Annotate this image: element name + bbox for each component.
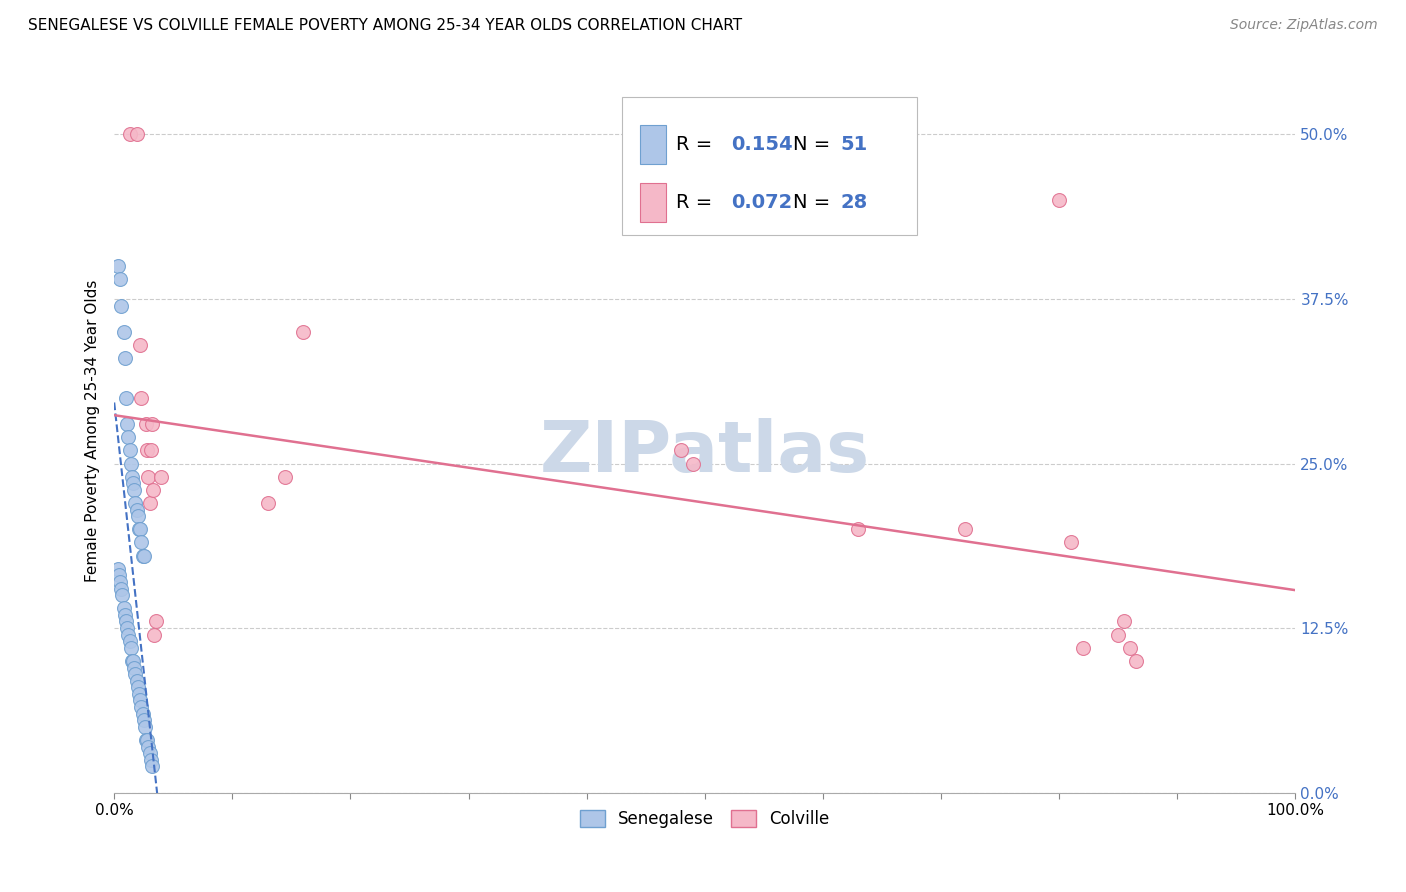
Point (117, 628, 139, 642)
Point (125, 128, 148, 142)
Y-axis label: Female Poverty Among 25-34 Year Olds: Female Poverty Among 25-34 Year Olds (86, 279, 100, 582)
Point (132, 713, 155, 727)
Point (256, 496, 278, 510)
Point (682, 457, 704, 471)
Text: Source: ZipAtlas.com: Source: ZipAtlas.com (1230, 18, 1378, 32)
Point (107, 562, 129, 576)
Point (124, 667, 146, 681)
Point (135, 417, 157, 431)
Point (131, 706, 153, 721)
Point (128, 687, 150, 701)
Point (129, 693, 152, 707)
Point (124, 496, 146, 510)
Point (138, 496, 160, 510)
Point (127, 509, 149, 524)
Text: 0.154: 0.154 (731, 135, 793, 154)
Point (141, 759, 163, 773)
Point (107, 259, 129, 273)
Text: 0.072: 0.072 (731, 193, 792, 212)
Point (136, 733, 159, 747)
Bar (640, 125, 666, 164)
Point (125, 673, 148, 688)
Point (669, 443, 692, 458)
Text: 28: 28 (841, 193, 868, 212)
Text: R =: R = (676, 135, 718, 154)
Point (142, 483, 165, 497)
Point (131, 549, 153, 563)
Point (138, 469, 160, 483)
Point (118, 128, 141, 142)
Point (1060, 535, 1083, 549)
Point (131, 391, 153, 405)
Point (141, 417, 163, 431)
Text: R =: R = (676, 193, 718, 212)
Point (848, 522, 870, 536)
Point (115, 615, 138, 629)
Point (115, 391, 138, 405)
Point (1114, 615, 1136, 629)
Text: N =: N = (793, 193, 837, 212)
Legend: Senegalese, Colville: Senegalese, Colville (574, 804, 837, 835)
Point (150, 469, 173, 483)
Point (131, 700, 153, 714)
Bar (640, 183, 666, 222)
Point (122, 660, 145, 674)
Point (122, 654, 145, 668)
Point (115, 621, 138, 635)
Point (110, 298, 132, 312)
Point (117, 430, 139, 444)
Point (129, 338, 152, 352)
Point (122, 483, 145, 497)
Point (129, 522, 152, 536)
Point (139, 753, 162, 767)
Point (111, 588, 134, 602)
Point (1119, 640, 1142, 655)
Point (110, 582, 132, 596)
Point (1071, 640, 1094, 655)
Point (114, 351, 136, 366)
Point (139, 443, 162, 458)
Point (134, 720, 156, 734)
Point (121, 469, 143, 483)
Point (112, 601, 135, 615)
Point (953, 522, 976, 536)
Text: 51: 51 (841, 135, 868, 154)
Point (1047, 193, 1070, 207)
Point (114, 607, 136, 622)
Point (112, 325, 135, 339)
Point (120, 457, 142, 471)
Point (143, 628, 166, 642)
Point (138, 739, 160, 754)
Point (132, 549, 155, 563)
Text: SENEGALESE VS COLVILLE FEMALE POVERTY AMONG 25-34 YEAR OLDS CORRELATION CHART: SENEGALESE VS COLVILLE FEMALE POVERTY AM… (28, 18, 742, 33)
Point (122, 476, 145, 491)
Point (108, 272, 131, 286)
Point (128, 522, 150, 536)
Point (136, 443, 159, 458)
Point (131, 535, 153, 549)
Point (121, 654, 143, 668)
Text: N =: N = (793, 135, 837, 154)
Point (118, 443, 141, 458)
Point (274, 469, 297, 483)
Point (118, 634, 141, 648)
Point (292, 325, 315, 339)
FancyBboxPatch shape (621, 97, 918, 235)
Point (138, 746, 160, 760)
Point (115, 417, 138, 431)
Point (127, 681, 149, 695)
Point (135, 733, 157, 747)
Point (1125, 654, 1147, 668)
Point (108, 568, 131, 582)
Point (145, 615, 167, 629)
Point (120, 640, 142, 655)
Point (1107, 628, 1129, 642)
Point (108, 574, 131, 589)
Point (125, 502, 148, 516)
Text: ZIPatlas: ZIPatlas (540, 417, 870, 487)
